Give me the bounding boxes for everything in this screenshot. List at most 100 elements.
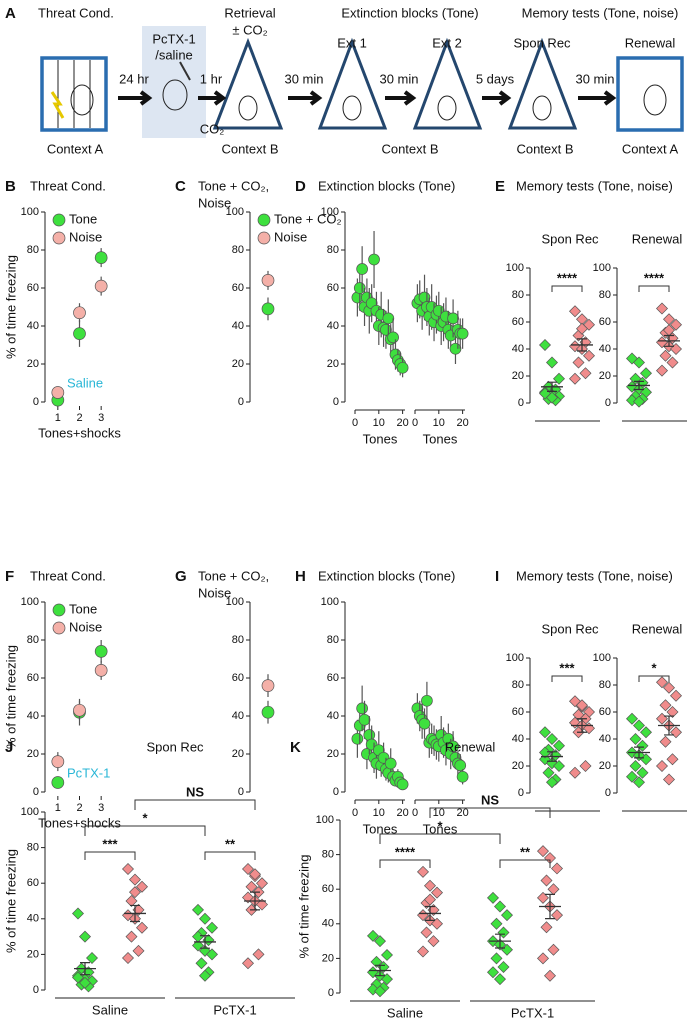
y-tick-label: 60 bbox=[232, 282, 244, 294]
point bbox=[670, 726, 682, 739]
interval: 30 min bbox=[575, 71, 614, 86]
mouse-icon bbox=[238, 95, 258, 121]
point bbox=[449, 342, 462, 355]
point bbox=[72, 907, 84, 920]
point bbox=[129, 873, 141, 886]
sig-bracket bbox=[551, 675, 583, 682]
group-label: Saline bbox=[387, 1005, 423, 1020]
x-tick-label: 0 bbox=[412, 807, 418, 819]
annotation: PcTX-1 bbox=[67, 765, 110, 780]
mouse-icon bbox=[162, 79, 188, 111]
panel-letter: I bbox=[495, 568, 499, 585]
point bbox=[656, 712, 668, 725]
sig-label: NS bbox=[481, 792, 499, 807]
y-tick-label: 80 bbox=[232, 634, 244, 646]
point bbox=[427, 935, 440, 948]
point bbox=[129, 886, 141, 899]
point bbox=[261, 274, 275, 287]
y-tick-label: 0 bbox=[333, 786, 339, 798]
point bbox=[487, 891, 499, 904]
x-axis-label: Tones bbox=[363, 821, 398, 836]
sig-bracket bbox=[84, 851, 136, 860]
x-tick-label: 2 bbox=[76, 412, 82, 424]
chart-title: Extinction blocks (Tone) bbox=[318, 178, 455, 193]
y-axis-label: % of time freezing bbox=[296, 854, 311, 958]
sem-bar bbox=[130, 904, 140, 923]
context-label: Context B bbox=[516, 141, 573, 156]
point bbox=[421, 694, 433, 707]
point bbox=[417, 945, 429, 958]
point bbox=[633, 776, 645, 789]
point bbox=[501, 909, 513, 922]
point bbox=[420, 926, 433, 939]
point bbox=[353, 282, 366, 294]
legend-label: Tone + CO₂ bbox=[274, 211, 342, 226]
y-tick-label: 60 bbox=[232, 672, 244, 684]
point bbox=[670, 689, 682, 702]
y-tick-label: 60 bbox=[327, 672, 339, 684]
point bbox=[537, 845, 549, 858]
sem-bar bbox=[250, 891, 260, 911]
point bbox=[73, 327, 86, 340]
y-tick-label: 40 bbox=[27, 320, 39, 332]
point bbox=[569, 372, 581, 385]
point bbox=[356, 702, 368, 715]
y-tick-label: 40 bbox=[27, 710, 39, 722]
sig-bracket bbox=[379, 859, 431, 868]
y-tick-label: 100 bbox=[21, 596, 39, 608]
point bbox=[546, 776, 558, 789]
arrow bbox=[288, 90, 323, 106]
point bbox=[431, 886, 443, 899]
point bbox=[546, 733, 558, 745]
legend-label: Tone bbox=[69, 601, 97, 616]
y-tick-label: 100 bbox=[593, 262, 611, 274]
point bbox=[261, 302, 275, 316]
point bbox=[576, 699, 588, 712]
point bbox=[256, 877, 268, 890]
x-tick-label: 0 bbox=[352, 417, 358, 429]
legend-marker bbox=[52, 621, 66, 635]
point bbox=[136, 921, 148, 934]
y-tick-label: 80 bbox=[512, 679, 524, 691]
context-label: Context A bbox=[622, 141, 679, 156]
legend-marker bbox=[52, 231, 66, 245]
mouse-icon bbox=[532, 95, 552, 121]
point bbox=[261, 679, 275, 692]
point bbox=[547, 883, 560, 896]
chart-title: Memory tests (Tone, noise) bbox=[516, 568, 673, 583]
point bbox=[418, 717, 431, 730]
panel-letter: F bbox=[5, 568, 14, 585]
chart-title: Renewal bbox=[445, 739, 496, 754]
y-tick-label: 60 bbox=[27, 282, 39, 294]
y-tick-label: 100 bbox=[21, 806, 39, 818]
context-label: Context A bbox=[47, 141, 104, 156]
y-tick-label: 0 bbox=[328, 987, 334, 999]
x-tick-label: 20 bbox=[396, 417, 408, 429]
context-triangle bbox=[212, 37, 284, 130]
interval: 30 min bbox=[284, 71, 323, 86]
point bbox=[199, 912, 211, 925]
y-tick-label: 20 bbox=[599, 370, 611, 382]
point bbox=[544, 969, 556, 982]
x-tick-label: 10 bbox=[433, 417, 445, 429]
schematic: A Threat Cond. Retrieval ± CO₂ Extinctio… bbox=[5, 5, 684, 156]
x-axis-label: Tones bbox=[423, 821, 458, 836]
legend-marker bbox=[257, 231, 271, 245]
gas-label: CO₂ bbox=[200, 121, 225, 136]
injection-label: PcTX-1 bbox=[152, 31, 195, 46]
y-tick-label: 100 bbox=[506, 652, 524, 664]
point bbox=[633, 719, 645, 732]
mouse-icon bbox=[643, 84, 667, 116]
point bbox=[579, 367, 592, 380]
legend-label: Noise bbox=[274, 229, 307, 244]
point bbox=[79, 930, 91, 943]
y-tick-label: 20 bbox=[327, 748, 339, 760]
sem-bar bbox=[634, 746, 644, 759]
point bbox=[663, 681, 675, 694]
y-tick-label: 20 bbox=[327, 358, 339, 370]
y-tick-label: 100 bbox=[226, 596, 244, 608]
y-tick-label: 0 bbox=[518, 397, 524, 409]
y-tick-label: 20 bbox=[27, 748, 39, 760]
point bbox=[381, 948, 393, 961]
sem-bar bbox=[577, 718, 587, 733]
